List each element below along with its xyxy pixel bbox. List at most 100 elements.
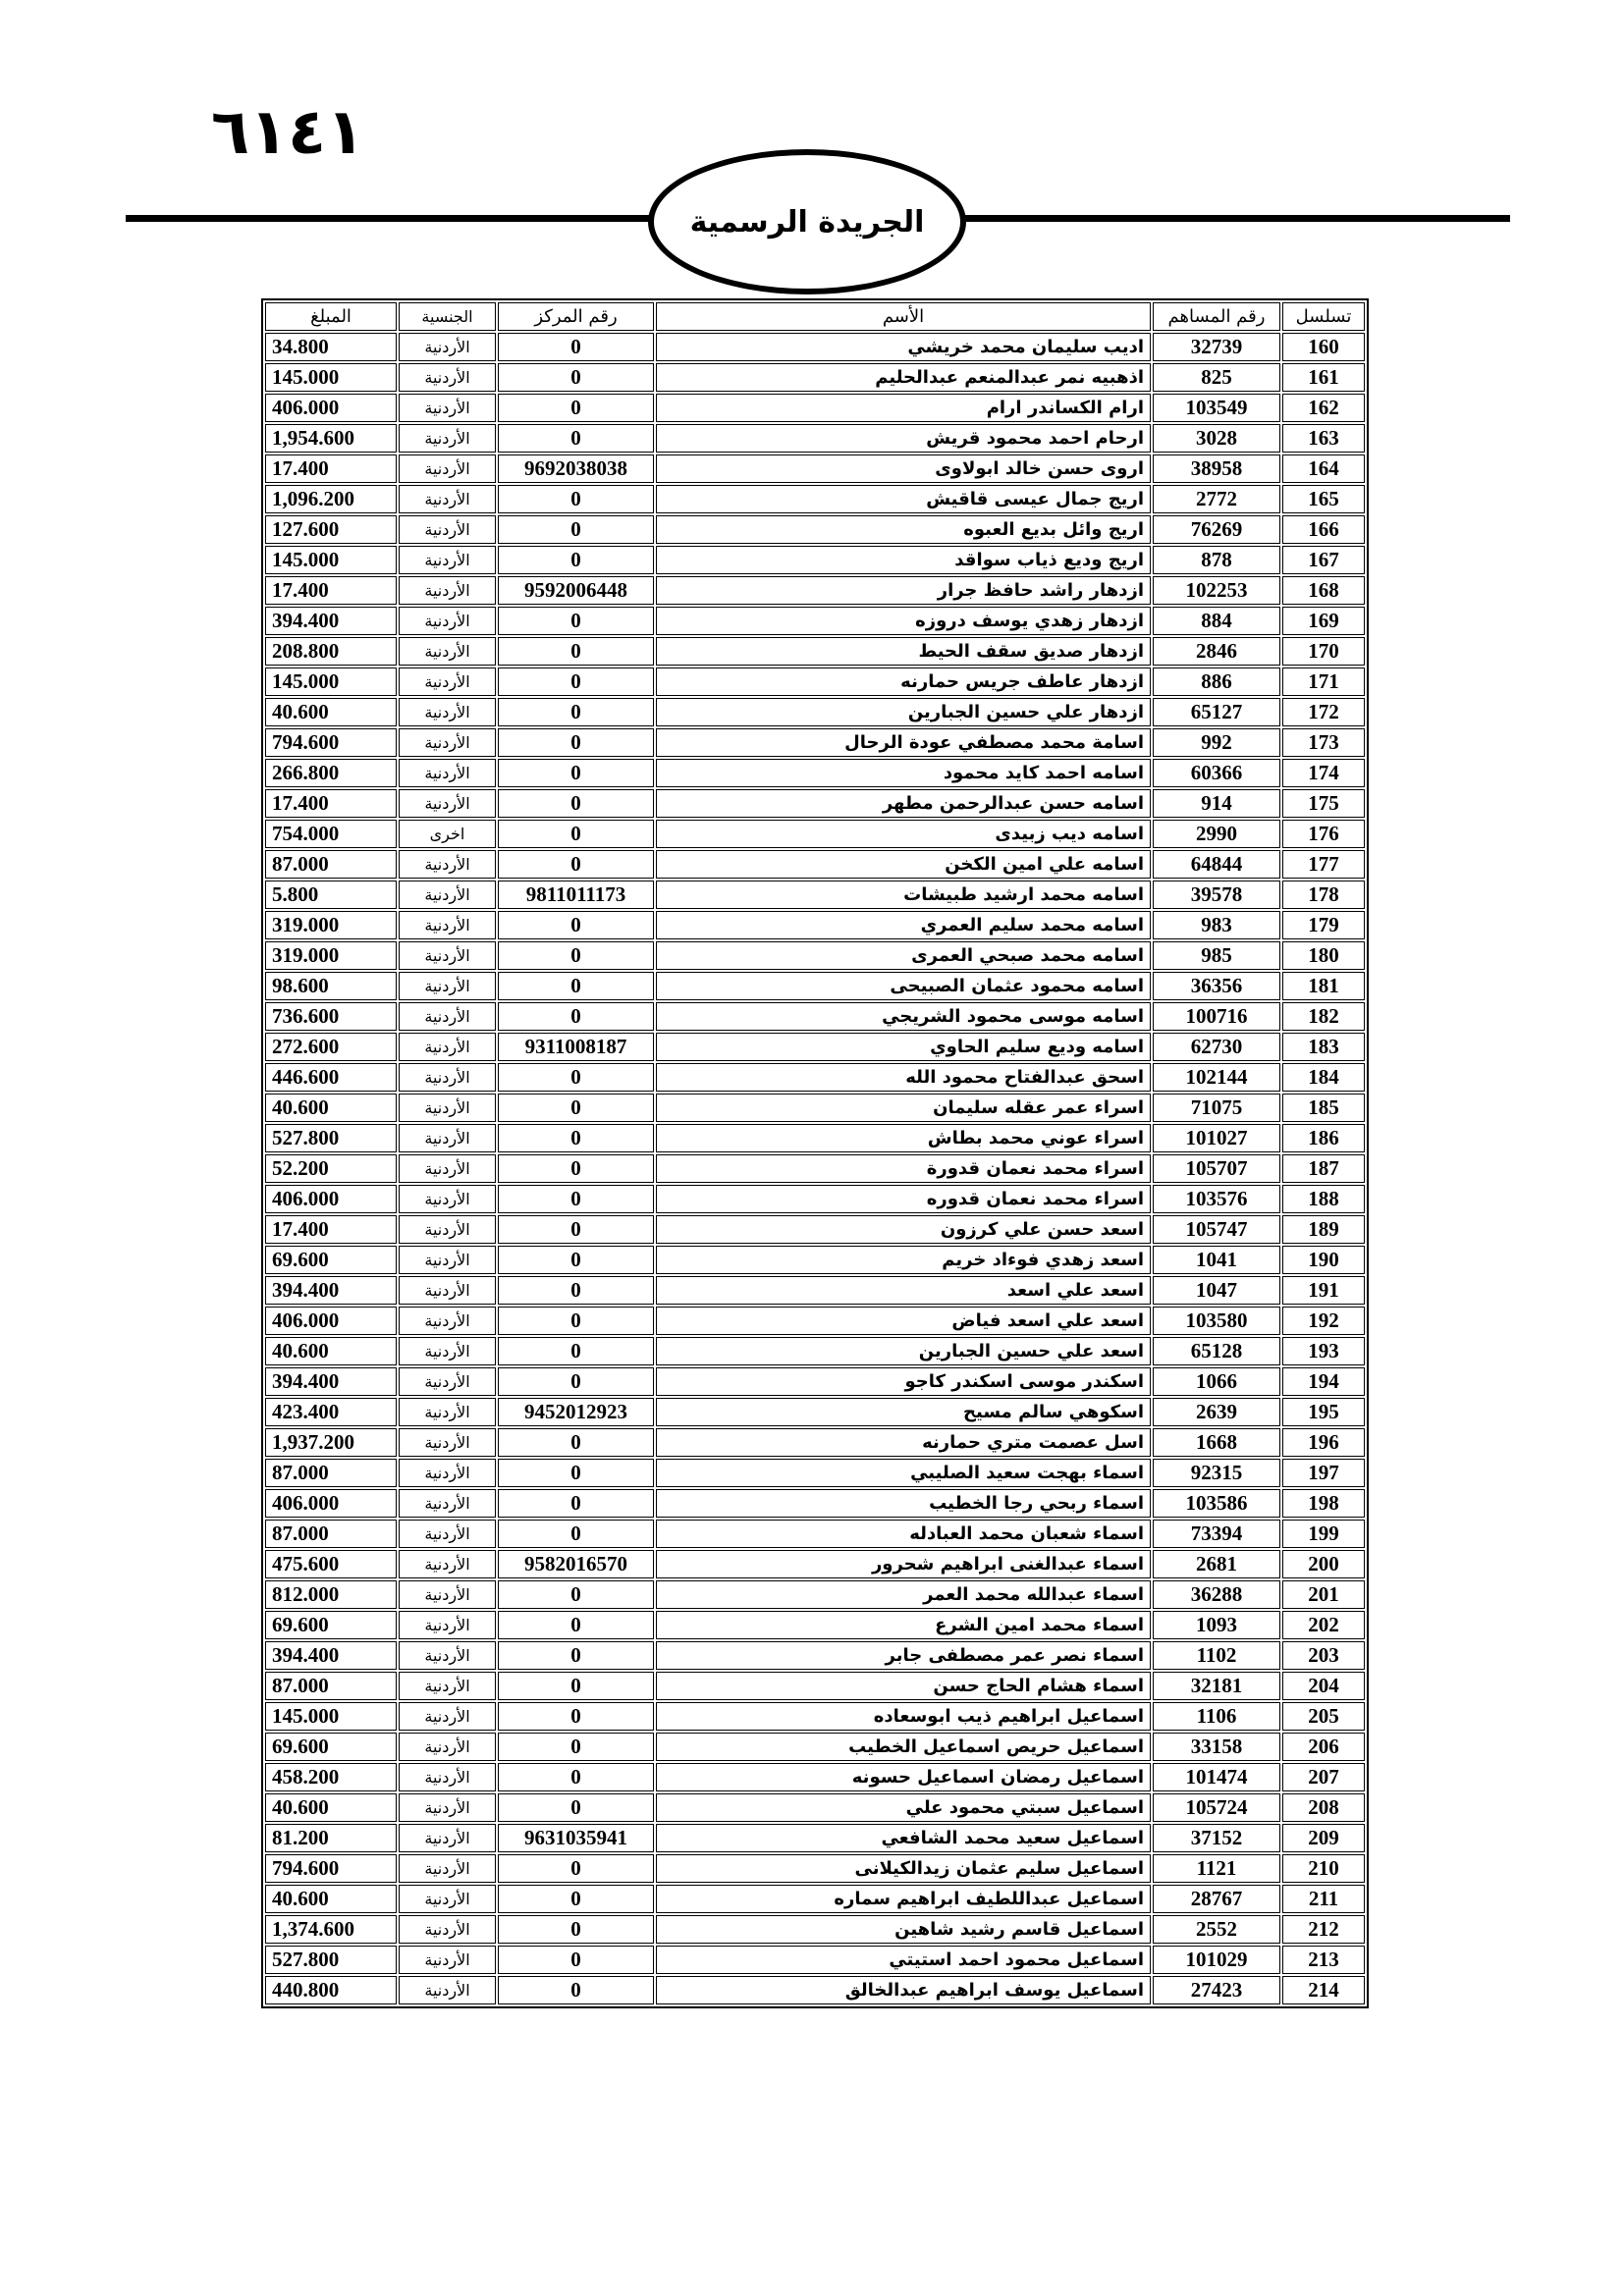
shareholder-number-cell: 105707: [1153, 1154, 1280, 1183]
shareholder-number-cell: 1047: [1153, 1276, 1280, 1305]
table-row: 186 101027 اسراء عوني محمد بطاش 0 الأردنية 52…: [265, 1124, 1365, 1152]
table-row: 169 884 ازدهار زهدي يوسف دروزه 0 الأردنية 394…: [265, 607, 1365, 635]
shareholder-number-cell: 101029: [1153, 1946, 1280, 1974]
table-header-row: تسلسل رقم المساهم الأسم رقم المركز الجنس…: [265, 302, 1365, 331]
center-number-cell: 0: [498, 1459, 654, 1487]
nationality-cell: الأردنية: [399, 1793, 496, 1822]
shareholder-number-cell: 64844: [1153, 850, 1280, 879]
name-cell: اسامه محمد ارشيد طبيشات: [656, 881, 1151, 909]
shareholder-number-cell: 2552: [1153, 1915, 1280, 1944]
center-number-cell: 0: [498, 1428, 654, 1457]
nationality-cell: الأردنية: [399, 1428, 496, 1457]
shareholder-number-cell: 884: [1153, 607, 1280, 635]
name-cell: اسماعيل يوسف ابراهيم عبدالخالق: [656, 1976, 1151, 2004]
table-row: 185 71075 اسراء عمر عقله سليمان 0 الأردنية 40…: [265, 1094, 1365, 1122]
table-row: 193 65128 اسعد علي حسين الجبارين 0 الأردنية 4…: [265, 1337, 1365, 1365]
serial-cell: 207: [1282, 1763, 1365, 1791]
name-cell: اريج وائل بديع العبوه: [656, 515, 1151, 544]
center-number-cell: 0: [498, 759, 654, 787]
shareholder-number-cell: 825: [1153, 363, 1280, 392]
name-cell: اسماعيل سعيد محمد الشافعي: [656, 1824, 1151, 1852]
name-cell: اسراء عوني محمد بطاش: [656, 1124, 1151, 1152]
col-header-center-number: رقم المركز: [498, 302, 654, 331]
shareholder-number-cell: 1093: [1153, 1611, 1280, 1639]
col-header-nationality: الجنسية: [399, 302, 496, 331]
amount-cell: 81.200: [265, 1824, 397, 1852]
serial-cell: 199: [1282, 1520, 1365, 1548]
amount-cell: 794.600: [265, 1854, 397, 1883]
serial-cell: 175: [1282, 789, 1365, 818]
serial-cell: 196: [1282, 1428, 1365, 1457]
table-row: 164 38958 اروى حسن خالد ابولاوى 9692038038 ا…: [265, 454, 1365, 483]
amount-cell: 406.000: [265, 1185, 397, 1213]
amount-cell: 40.600: [265, 1885, 397, 1913]
serial-cell: 173: [1282, 728, 1365, 757]
name-cell: اسراء محمد نعمان قدوره: [656, 1185, 1151, 1213]
table-row: 189 105747 اسعد حسن علي كرزون 0 الأردنية 17.4…: [265, 1215, 1365, 1244]
center-number-cell: 0: [498, 394, 654, 422]
amount-cell: 87.000: [265, 1459, 397, 1487]
center-number-cell: 9811011173: [498, 881, 654, 909]
table-row: 205 1106 اسماعيل ابراهيم ذيب ابوسعاده 0 الأر…: [265, 1702, 1365, 1731]
center-number-cell: 0: [498, 1276, 654, 1305]
amount-cell: 423.400: [265, 1398, 397, 1426]
table-row: 184 102144 اسحق عبدالفتاح محمود الله 0 الأرد…: [265, 1063, 1365, 1092]
table-row: 206 33158 اسماعيل حريص اسماعيل الخطيب 0 الأر…: [265, 1733, 1365, 1761]
center-number-cell: 0: [498, 333, 654, 361]
name-cell: اسماء بهجت سعيد الصليبي: [656, 1459, 1151, 1487]
amount-cell: 69.600: [265, 1733, 397, 1761]
serial-cell: 162: [1282, 394, 1365, 422]
nationality-cell: الأردنية: [399, 576, 496, 605]
amount-cell: 475.600: [265, 1550, 397, 1578]
table-row: 213 101029 اسماعيل محمود احمد استيتي 0 الأرد…: [265, 1946, 1365, 1974]
center-number-cell: 0: [498, 363, 654, 392]
name-cell: اسماء شعبان محمد العبادله: [656, 1520, 1151, 1548]
name-cell: اسماء محمد امين الشرع: [656, 1611, 1151, 1639]
amount-cell: 812.000: [265, 1580, 397, 1609]
nationality-cell: الأردنية: [399, 972, 496, 1000]
center-number-cell: 0: [498, 1976, 654, 2004]
center-number-cell: 0: [498, 1763, 654, 1791]
center-number-cell: 0: [498, 1611, 654, 1639]
table-row: 179 983 اسامه محمد سليم العمري 0 الأردنية 319…: [265, 911, 1365, 939]
center-number-cell: 0: [498, 1215, 654, 1244]
shareholder-number-cell: 985: [1153, 941, 1280, 970]
table-row: 191 1047 اسعد علي اسعد 0 الأردنية 394.400: [265, 1276, 1365, 1305]
nationality-cell: الأردنية: [399, 1580, 496, 1609]
center-number-cell: 0: [498, 1094, 654, 1122]
amount-cell: 527.800: [265, 1124, 397, 1152]
name-cell: ازدهار زهدي يوسف دروزه: [656, 607, 1151, 635]
name-cell: اسعد علي حسين الجبارين: [656, 1337, 1151, 1365]
nationality-cell: الأردنية: [399, 941, 496, 970]
nationality-cell: الأردنية: [399, 911, 496, 939]
amount-cell: 5.800: [265, 881, 397, 909]
nationality-cell: الأردنية: [399, 1520, 496, 1548]
serial-cell: 201: [1282, 1580, 1365, 1609]
shareholder-number-cell: 1102: [1153, 1641, 1280, 1670]
table-row: 187 105707 اسراء محمد نعمان قدورة 0 الأردنية…: [265, 1154, 1365, 1183]
shareholder-number-cell: 32181: [1153, 1672, 1280, 1700]
serial-cell: 211: [1282, 1885, 1365, 1913]
name-cell: ازدهار عاطف جريس حمارنه: [656, 667, 1151, 696]
amount-cell: 145.000: [265, 1702, 397, 1731]
shareholder-number-cell: 103580: [1153, 1307, 1280, 1335]
center-number-cell: 9692038038: [498, 454, 654, 483]
nationality-cell: الأردنية: [399, 1489, 496, 1518]
serial-cell: 167: [1282, 546, 1365, 574]
shareholder-number-cell: 1066: [1153, 1367, 1280, 1396]
gazette-title: الجريدة الرسمية: [689, 204, 925, 240]
serial-cell: 184: [1282, 1063, 1365, 1092]
center-number-cell: 0: [498, 1520, 654, 1548]
center-number-cell: 0: [498, 1124, 654, 1152]
amount-cell: 446.600: [265, 1063, 397, 1092]
table-row: 202 1093 اسماء محمد امين الشرع 0 الأردنية 69.…: [265, 1611, 1365, 1639]
center-number-cell: 0: [498, 1885, 654, 1913]
center-number-cell: 0: [498, 1489, 654, 1518]
nationality-cell: الأردنية: [399, 1367, 496, 1396]
name-cell: اسامه محمود عثمان الصبيحى: [656, 972, 1151, 1000]
nationality-cell: الأردنية: [399, 333, 496, 361]
amount-cell: 527.800: [265, 1946, 397, 1974]
table-row: 160 32739 اديب سليمان محمد خريشي 0 الأردنية 3…: [265, 333, 1365, 361]
amount-cell: 17.400: [265, 789, 397, 818]
amount-cell: 40.600: [265, 698, 397, 726]
